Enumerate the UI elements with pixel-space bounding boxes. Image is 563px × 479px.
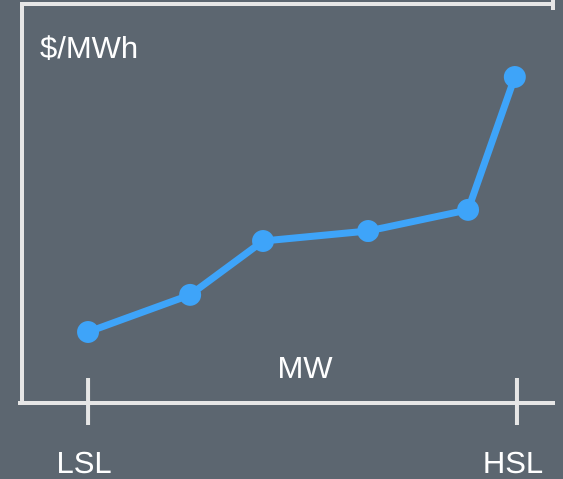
- y-axis-label: $/MWh: [40, 30, 138, 65]
- line: [86, 75, 519, 336]
- x-tick-label: LSL: [56, 445, 111, 479]
- point: [77, 320, 100, 343]
- point: [503, 66, 526, 89]
- point: [179, 283, 202, 306]
- point: [457, 198, 480, 221]
- x-axis-label: MW: [277, 350, 333, 385]
- x-tick-label: HSL: [483, 445, 543, 479]
- point: [252, 230, 275, 253]
- point: [357, 220, 380, 243]
